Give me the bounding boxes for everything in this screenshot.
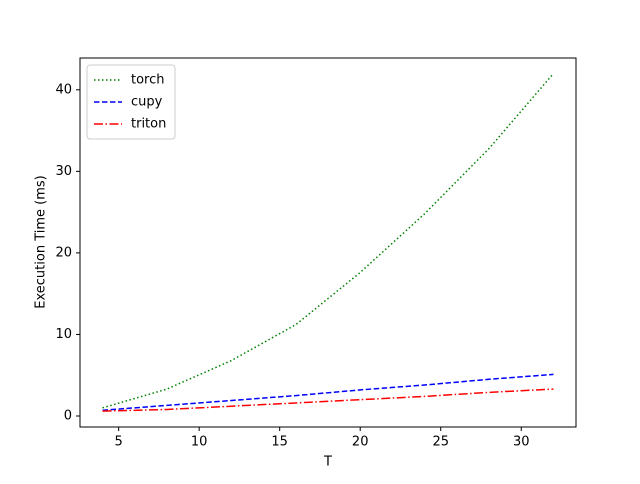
y-tick-label: 30	[55, 164, 72, 179]
y-axis-label: Execution Time (ms)	[34, 175, 49, 308]
x-tick-label: 30	[513, 435, 530, 450]
y-tick-label: 10	[55, 327, 72, 342]
x-tick-label: 5	[115, 435, 123, 450]
x-tick-label: 25	[432, 435, 449, 450]
series-line	[102, 73, 555, 409]
x-tick-label: 10	[191, 435, 208, 450]
x-tick-label: 20	[352, 435, 369, 450]
legend-label: cupy	[131, 95, 163, 110]
legend-label: triton	[131, 117, 166, 132]
plot-frame	[79, 57, 577, 428]
y-tick-label: 20	[55, 245, 72, 260]
legend-label: torch	[131, 73, 165, 88]
y-tick-label: 40	[55, 82, 72, 97]
series-line	[102, 388, 554, 412]
series-line	[102, 373, 554, 412]
x-tick-label: 15	[271, 435, 288, 450]
legend-box	[86, 64, 176, 140]
y-tick-label: 0	[64, 408, 72, 423]
x-axis-label: T	[323, 455, 332, 470]
